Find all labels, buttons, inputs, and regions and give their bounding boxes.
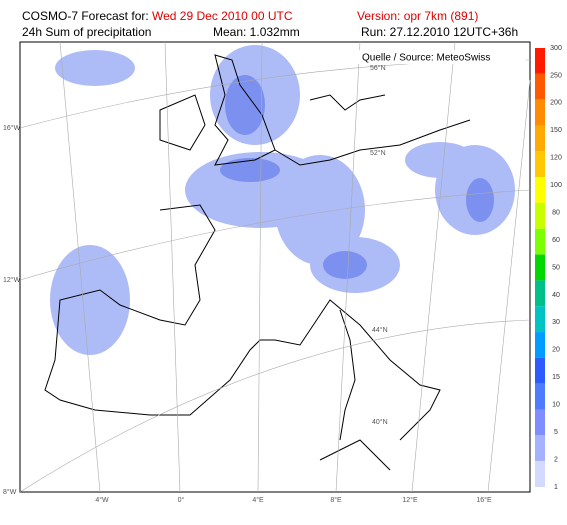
colorbar-swatch: [535, 254, 545, 281]
graticule-labels: 16°W 12°W 8°W 4°W 0° 4°E 8°E 12°E 16°E 56°N 52°N 44…: [3, 64, 492, 504]
colorbar-label: 60: [552, 237, 560, 244]
lon-label: 12°E: [402, 496, 418, 504]
colorbar-label: 300: [550, 45, 562, 52]
colorbar-label: 15: [552, 374, 560, 381]
colorbar-label: 2: [554, 456, 558, 463]
lon-label: 12°W: [3, 276, 21, 284]
map-area: Quelle / Source: MeteoSwiss: [19, 41, 531, 493]
lon-label: 16°E: [476, 496, 492, 504]
lat-label: 56°N: [370, 64, 386, 72]
title-prefix: COSMO-7 Forecast for:: [22, 9, 149, 23]
coastlines: [44, 54, 471, 471]
colorbar-label: 250: [550, 72, 562, 79]
precip-core: [220, 75, 494, 279]
valid-time: Wed 29 Dec 2010 00 UTC: [152, 9, 293, 23]
source-box: [354, 50, 526, 64]
lat-label: 40°N: [372, 418, 388, 426]
run: Run: 27.12.2010 12UTC+36h: [361, 25, 518, 39]
lon-label: 16°W: [3, 124, 21, 132]
colorbar-label: 100: [550, 182, 562, 189]
colorbar-swatch: [535, 202, 545, 229]
colorbar-label: 5: [554, 429, 558, 436]
colorbar-label: 1: [554, 484, 558, 491]
colorbar-swatch: [535, 151, 545, 178]
colorbar-swatch: [535, 435, 545, 462]
colorbar-label: 50: [552, 264, 560, 271]
colorbar-swatch: [535, 357, 545, 384]
colorbar-label: 10: [552, 402, 560, 409]
colorbar-swatch: [535, 73, 545, 100]
mean: Mean: 1.032mm: [213, 25, 300, 39]
lon-label: 4°E: [252, 496, 264, 504]
colorbar-swatch: [535, 228, 545, 255]
colorbar-swatch: [535, 99, 545, 126]
lat-label: 52°N: [370, 149, 386, 157]
lon-label: 0°: [178, 496, 185, 504]
colorbar-label: 120: [550, 155, 562, 162]
lon-label: 4°W: [95, 496, 109, 504]
source: Quelle / Source: MeteoSwiss: [362, 53, 490, 64]
colorbar-swatch: [535, 125, 545, 152]
colorbar-label: 20: [552, 347, 560, 354]
lon-label: 8°E: [330, 496, 342, 504]
colorbar-swatch: [535, 461, 545, 487]
colorbar-swatch: [535, 383, 545, 410]
colorbar-swatch: [535, 48, 545, 74]
colorbar-swatch: [535, 332, 545, 358]
lon-label: 8°W: [3, 488, 17, 496]
colorbar-label: 40: [552, 292, 560, 299]
colorbar-label: 150: [550, 127, 562, 134]
colorbar-label: 30: [552, 319, 560, 326]
colorbar-label: 80: [552, 209, 560, 216]
colorbar-swatch: [535, 409, 545, 436]
colorbar: 300 250 200 150 120 100 80 60 50 40 30 20 15 10 5 2 1: [535, 45, 562, 491]
colorbar-swatch: [535, 177, 545, 203]
lat-label: 44°N: [372, 326, 388, 334]
version: Version: opr 7km (891): [357, 9, 478, 23]
colorbar-label: 200: [550, 100, 562, 107]
field-name: 24h Sum of precipitation: [22, 25, 151, 39]
colorbar-swatch: [535, 306, 545, 333]
colorbar-swatch: [535, 280, 545, 307]
